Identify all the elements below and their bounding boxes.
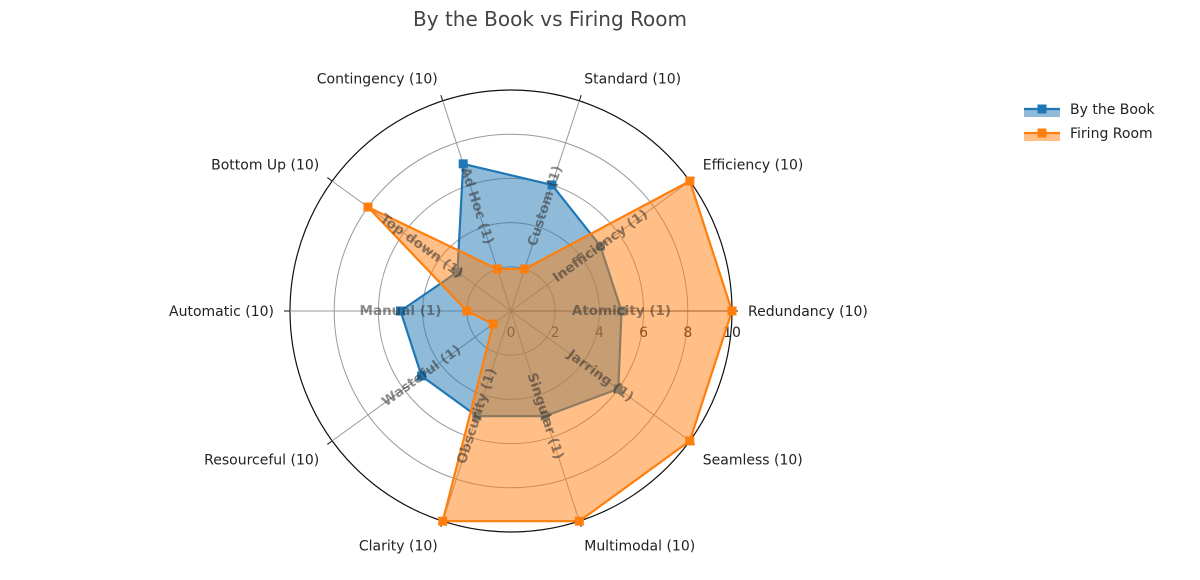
category-label: Standard (10) — [584, 72, 681, 88]
radar-tick-mark — [578, 94, 582, 101]
legend-label-firing-room: Firing Room — [1070, 126, 1153, 142]
category-label: Efficiency (10) — [703, 158, 804, 174]
radar-tick-mark — [327, 177, 333, 182]
series-by-the-book-point — [396, 306, 405, 316]
inner-axis-label: Top down (1) — [377, 211, 466, 282]
legend-label-by-the-book: By the Book — [1070, 102, 1156, 118]
legend-marker-by-the-book — [1037, 104, 1047, 114]
series-firing-room-point — [438, 516, 448, 526]
series-by-the-book-point — [547, 180, 557, 190]
inner-axis-label: Atomicity (1) — [572, 303, 671, 319]
category-label: Redundancy (10) — [748, 304, 868, 320]
series-by-the-book-point — [417, 371, 427, 381]
chart-title: By the Book vs Firing Room — [413, 7, 687, 31]
series-firing-room-point — [685, 176, 695, 186]
radar-tick-mark — [327, 440, 333, 445]
category-label: Seamless (10) — [703, 452, 803, 468]
series-firing-room-point — [685, 436, 695, 446]
category-label: Contingency (10) — [317, 72, 438, 88]
series-firing-room-point — [462, 306, 472, 316]
radar-tick-mark — [440, 94, 444, 101]
category-label: Bottom Up (10) — [211, 158, 319, 174]
series-firing-room-point — [520, 264, 530, 274]
legend-marker-firing-room — [1037, 128, 1047, 138]
series-firing-room-point — [727, 306, 737, 316]
series-firing-room-point — [488, 319, 498, 329]
radial-tick-label: 10 — [723, 325, 741, 341]
category-label: Resourceful (10) — [204, 452, 319, 468]
series-by-the-book-point — [458, 159, 468, 169]
series-firing-room-point — [574, 516, 584, 526]
category-label: Multimodal (10) — [584, 538, 695, 554]
inner-axis-label: Manual (1) — [360, 303, 442, 319]
category-label: Clarity (10) — [359, 538, 438, 554]
series-firing-room-point — [363, 202, 373, 212]
category-label: Automatic (10) — [169, 304, 274, 320]
legend: By the Book Firing Room — [1024, 102, 1156, 142]
radar-series — [363, 159, 737, 526]
series-firing-room-point — [492, 264, 502, 274]
